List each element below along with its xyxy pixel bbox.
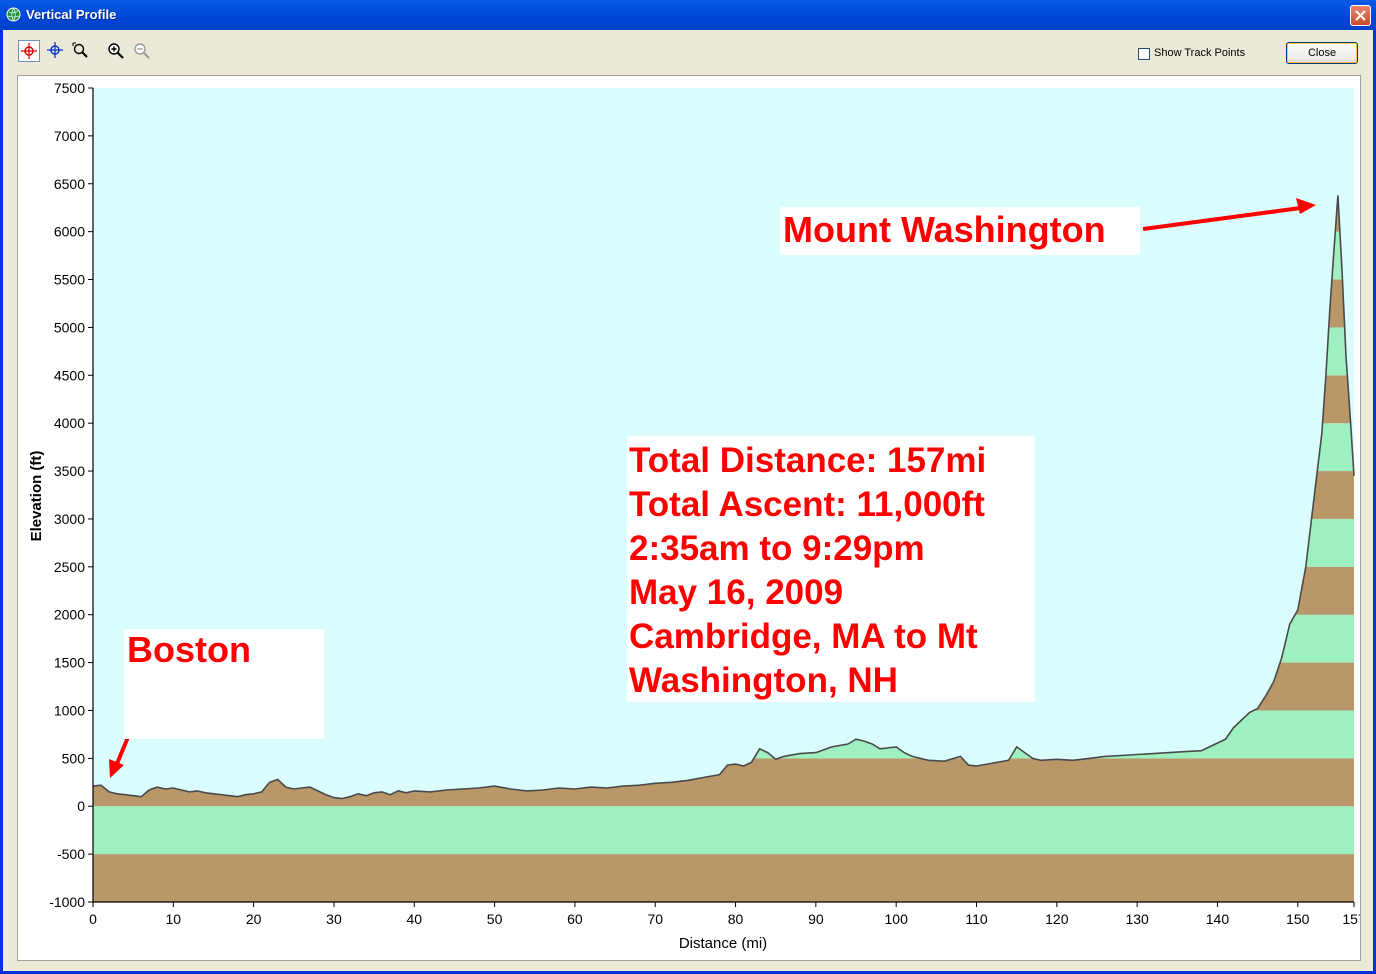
title-bar[interactable]: Vertical Profile [0,0,1376,30]
stat-route-line2: Washington, NH [629,661,898,700]
y-tick-label: 6500 [54,176,85,192]
x-tick-label: 80 [728,911,744,927]
zoom-window-tool[interactable] [70,40,92,62]
y-tick-label: -500 [57,846,85,862]
stat-time-range: 2:35am to 9:29pm [629,529,925,568]
globe-icon [6,7,21,22]
x-tick-label: 130 [1125,911,1149,927]
show-track-points-checkbox[interactable] [1138,48,1150,60]
show-track-points-label: Show Track Points [1154,47,1246,59]
x-tick-label: 20 [246,911,262,927]
y-tick-label: 7000 [54,128,85,144]
close-button[interactable]: Close [1286,42,1358,64]
mount-washington-arrow [1142,205,1309,231]
x-tick-label: 30 [326,911,342,927]
y-tick-label: 5000 [54,319,85,335]
x-tick-label: 70 [647,911,663,927]
stat-total-distance: Total Distance: 157mi [629,441,987,480]
stat-route-line1: Cambridge, MA to Mt [629,617,978,656]
x-tick-label: 157 [1342,911,1360,927]
stat-date: May 16, 2009 [629,573,844,612]
x-tick-label: 90 [808,911,824,927]
boston-label-text: Boston [127,629,251,670]
x-tick-label: 150 [1286,911,1310,927]
x-tick-label: 120 [1045,911,1069,927]
y-tick-label: 4500 [54,367,85,383]
y-tick-label: 3000 [54,511,85,527]
zoom-out-icon [134,43,150,59]
y-tick-label: 2500 [54,559,85,575]
zoom-out-tool[interactable] [131,40,153,62]
y-tick-label: 500 [62,750,86,766]
y-tick-label: 4000 [54,415,85,431]
crosshair-tool[interactable] [45,40,67,62]
y-tick-label: 3500 [54,463,85,479]
y-tick-label: 0 [77,798,85,814]
y-tick-label: 1000 [54,702,85,718]
mount-washington-label: Mount Washington [780,207,1140,255]
y-tick-label: 7500 [54,80,85,96]
boston-arrowhead [109,759,124,778]
x-tick-label: 50 [487,911,503,927]
x-tick-label: 110 [965,911,988,927]
route-stats: Total Distance: 157mi Total Ascent: 11,0… [627,436,1035,702]
x-tick-label: 140 [1206,911,1230,927]
crosshair-select-tool[interactable] [18,40,40,62]
mount-washington-arrowhead [1296,198,1316,214]
y-tick-label: -1000 [49,894,85,910]
y-tick-label: 5500 [54,272,85,288]
zoom-window-icon [72,42,88,58]
y-tick-label: 1500 [54,655,85,671]
x-axis-label: Distance (mi) [679,935,767,952]
y-tick-label: 6000 [54,224,85,240]
elevation-band [93,806,1354,855]
vertical-profile-chart[interactable]: 7500 7000 6500 6000 5500 5000 4500 4000 3500 3000… [17,75,1361,961]
y-axis-label: Elevation (ft) [28,451,45,542]
x-tick-label: 10 [166,911,182,927]
crosshair-select-icon [21,43,37,59]
crosshair-icon [47,42,63,58]
window-title: Vertical Profile [26,7,117,22]
close-icon [1355,10,1366,21]
y-tick-label: 2000 [54,607,85,623]
x-tick-label: 40 [406,911,422,927]
elevation-band [93,854,1354,902]
x-tick-label: 0 [89,911,97,927]
zoom-in-icon [108,43,124,59]
zoom-in-tool[interactable] [105,40,127,62]
x-tick-label: 60 [567,911,583,927]
elevation-line [92,195,1355,800]
x-tick-label: 100 [885,911,909,927]
window-close-button[interactable] [1350,5,1371,26]
boston-label: Boston [124,629,324,739]
toolbar: Show Track Points Close [3,34,1373,70]
stat-total-ascent: Total Ascent: 11,000ft [629,485,985,524]
